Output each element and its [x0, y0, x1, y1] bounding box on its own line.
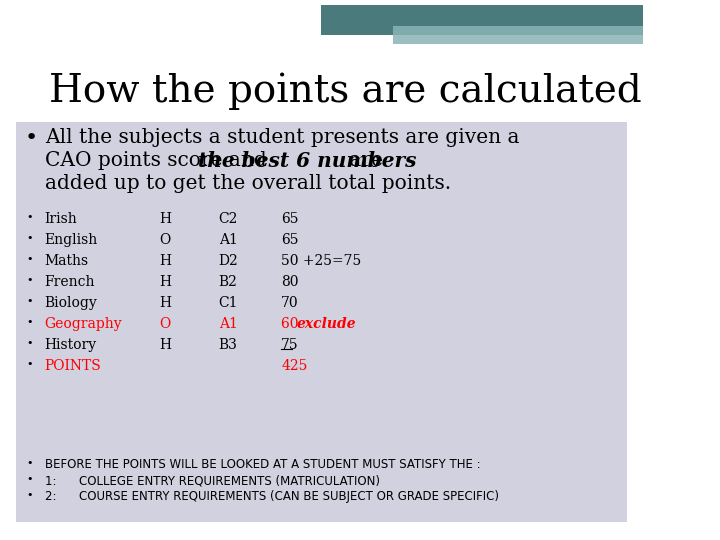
Text: 425: 425 [281, 359, 307, 373]
Text: •: • [25, 128, 38, 148]
Text: H: H [159, 212, 171, 226]
Text: English: English [45, 233, 98, 247]
Text: POINTS: POINTS [45, 359, 102, 373]
Text: H: H [159, 338, 171, 352]
Text: •: • [27, 275, 33, 285]
Text: •: • [27, 359, 33, 369]
Text: H: H [159, 275, 171, 289]
Text: 60: 60 [281, 317, 303, 331]
Text: How the points are calculated: How the points are calculated [49, 72, 642, 110]
Text: exclude: exclude [297, 317, 356, 331]
Text: BEFORE THE POINTS WILL BE LOOKED AT A STUDENT MUST SATISFY THE :: BEFORE THE POINTS WILL BE LOOKED AT A ST… [45, 458, 480, 471]
Text: 2:      COURSE ENTRY REQUIREMENTS (CAN BE SUBJECT OR GRADE SPECIFIC): 2: COURSE ENTRY REQUIREMENTS (CAN BE SUB… [45, 490, 499, 503]
Text: 65: 65 [281, 212, 299, 226]
Text: the best 6 numbers: the best 6 numbers [198, 151, 417, 171]
Text: O: O [159, 233, 170, 247]
Text: O: O [159, 317, 170, 331]
Text: •: • [27, 212, 33, 222]
Text: D2: D2 [219, 254, 238, 268]
FancyBboxPatch shape [392, 26, 643, 44]
Text: •: • [27, 458, 33, 468]
Text: •: • [27, 233, 33, 243]
Text: 1:      COLLEGE ENTRY REQUIREMENTS (MATRICULATION): 1: COLLEGE ENTRY REQUIREMENTS (MATRICULA… [45, 474, 379, 487]
Text: C1: C1 [219, 296, 238, 310]
Text: Geography: Geography [45, 317, 122, 331]
Text: •: • [27, 254, 33, 264]
Text: 80: 80 [281, 275, 299, 289]
Text: 65: 65 [281, 233, 299, 247]
Text: B3: B3 [219, 338, 238, 352]
Text: •: • [27, 317, 33, 327]
Text: 50 +25=75: 50 +25=75 [281, 254, 361, 268]
Text: •: • [27, 296, 33, 306]
Text: Maths: Maths [45, 254, 89, 268]
Text: H: H [159, 296, 171, 310]
Text: •: • [27, 474, 33, 484]
Text: B2: B2 [219, 275, 238, 289]
Text: All the subjects a student presents are given a: All the subjects a student presents are … [45, 128, 519, 147]
Text: •: • [27, 490, 33, 500]
Text: A1: A1 [219, 317, 238, 331]
Text: added up to get the overall total points.: added up to get the overall total points… [45, 174, 451, 193]
Text: Biology: Biology [45, 296, 97, 310]
Text: 70: 70 [281, 296, 299, 310]
Text: •: • [27, 338, 33, 348]
FancyBboxPatch shape [16, 122, 626, 522]
Text: A1: A1 [219, 233, 238, 247]
Text: French: French [45, 275, 95, 289]
Text: 75: 75 [281, 338, 299, 352]
Text: are: are [343, 151, 382, 170]
FancyBboxPatch shape [321, 5, 643, 35]
Text: Irish: Irish [45, 212, 77, 226]
Text: C2: C2 [219, 212, 238, 226]
Text: H: H [159, 254, 171, 268]
Text: CAO points score and: CAO points score and [45, 151, 273, 170]
Text: History: History [45, 338, 96, 352]
